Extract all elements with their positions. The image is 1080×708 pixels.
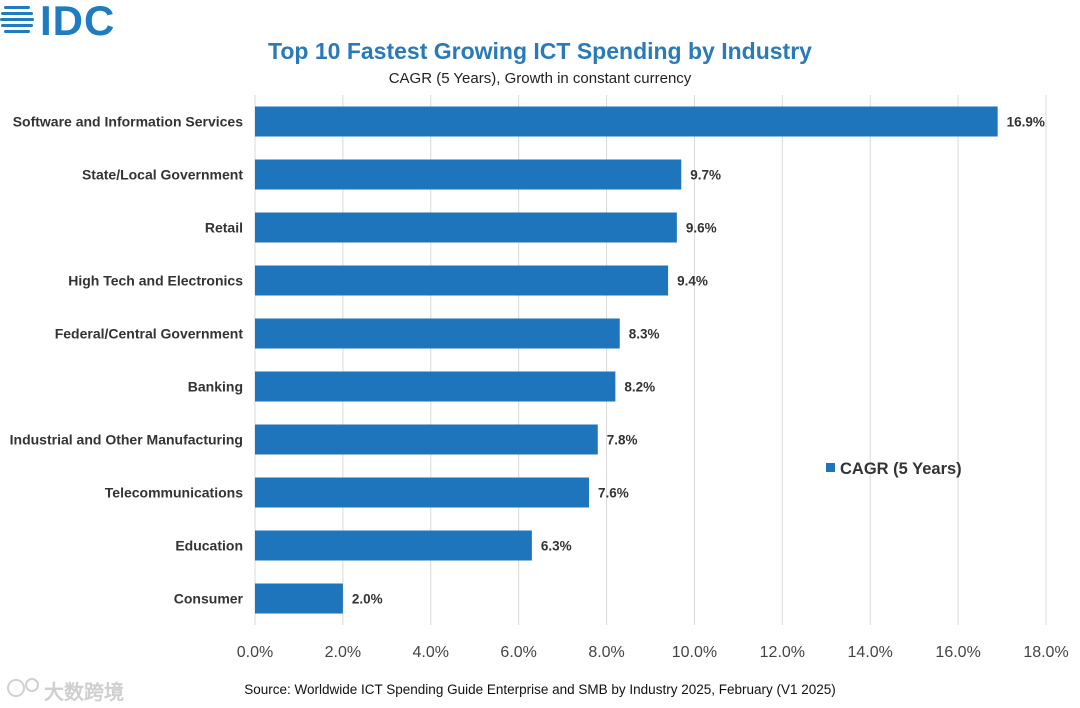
bar xyxy=(255,477,589,508)
data-label: 9.7% xyxy=(690,168,721,183)
x-tick-label: 4.0% xyxy=(413,644,449,661)
category-label: Telecommunications xyxy=(105,485,243,501)
logo-text: IDC xyxy=(40,0,116,44)
bar xyxy=(255,424,598,455)
x-tick-label: 0.0% xyxy=(237,644,273,661)
watermark-icon xyxy=(7,678,39,697)
data-label: 7.6% xyxy=(598,486,629,501)
category-label: State/Local Government xyxy=(82,167,243,183)
data-label: 16.9% xyxy=(1007,115,1045,130)
data-label: 2.0% xyxy=(352,592,383,607)
x-tick-label: 10.0% xyxy=(672,644,717,661)
category-label: Consumer xyxy=(174,591,244,607)
category-label: Federal/Central Government xyxy=(55,326,244,342)
data-label: 7.8% xyxy=(607,433,638,448)
bar xyxy=(255,106,998,137)
watermark-text: 大数跨境 xyxy=(44,682,124,704)
bar xyxy=(255,212,677,243)
idc-logo: IDC xyxy=(0,0,125,44)
category-label: Retail xyxy=(205,220,243,236)
x-tick-label: 12.0% xyxy=(760,644,805,661)
category-label: Banking xyxy=(188,379,243,395)
data-label: 8.2% xyxy=(624,380,655,395)
x-tick-label: 16.0% xyxy=(935,644,980,661)
bar xyxy=(255,530,532,561)
legend-swatch xyxy=(826,463,835,472)
x-tick-label: 14.0% xyxy=(848,644,893,661)
chart-title: Top 10 Fastest Growing ICT Spending by I… xyxy=(268,38,812,64)
x-tick-label: 18.0% xyxy=(1023,644,1068,661)
data-label: 9.4% xyxy=(677,274,708,289)
data-label: 9.6% xyxy=(686,221,717,236)
bar xyxy=(255,159,682,190)
legend-label: CAGR (5 Years) xyxy=(840,460,962,478)
category-label: Education xyxy=(175,538,243,554)
data-label: 8.3% xyxy=(629,327,660,342)
bar xyxy=(255,583,343,614)
bar xyxy=(255,318,620,349)
x-tick-label: 6.0% xyxy=(500,644,536,661)
category-label: Industrial and Other Manufacturing xyxy=(10,432,243,448)
category-label: Software and Information Services xyxy=(13,114,243,130)
source-note: Source: Worldwide ICT Spending Guide Ent… xyxy=(244,682,836,697)
x-tick-label: 2.0% xyxy=(325,644,361,661)
data-label: 6.3% xyxy=(541,539,572,554)
bar xyxy=(255,371,616,402)
globe-icon xyxy=(0,6,34,33)
category-label: High Tech and Electronics xyxy=(68,273,243,289)
x-tick-label: 8.0% xyxy=(588,644,624,661)
bar xyxy=(255,265,669,296)
chart-subtitle: CAGR (5 Years), Growth in constant curre… xyxy=(388,70,692,87)
